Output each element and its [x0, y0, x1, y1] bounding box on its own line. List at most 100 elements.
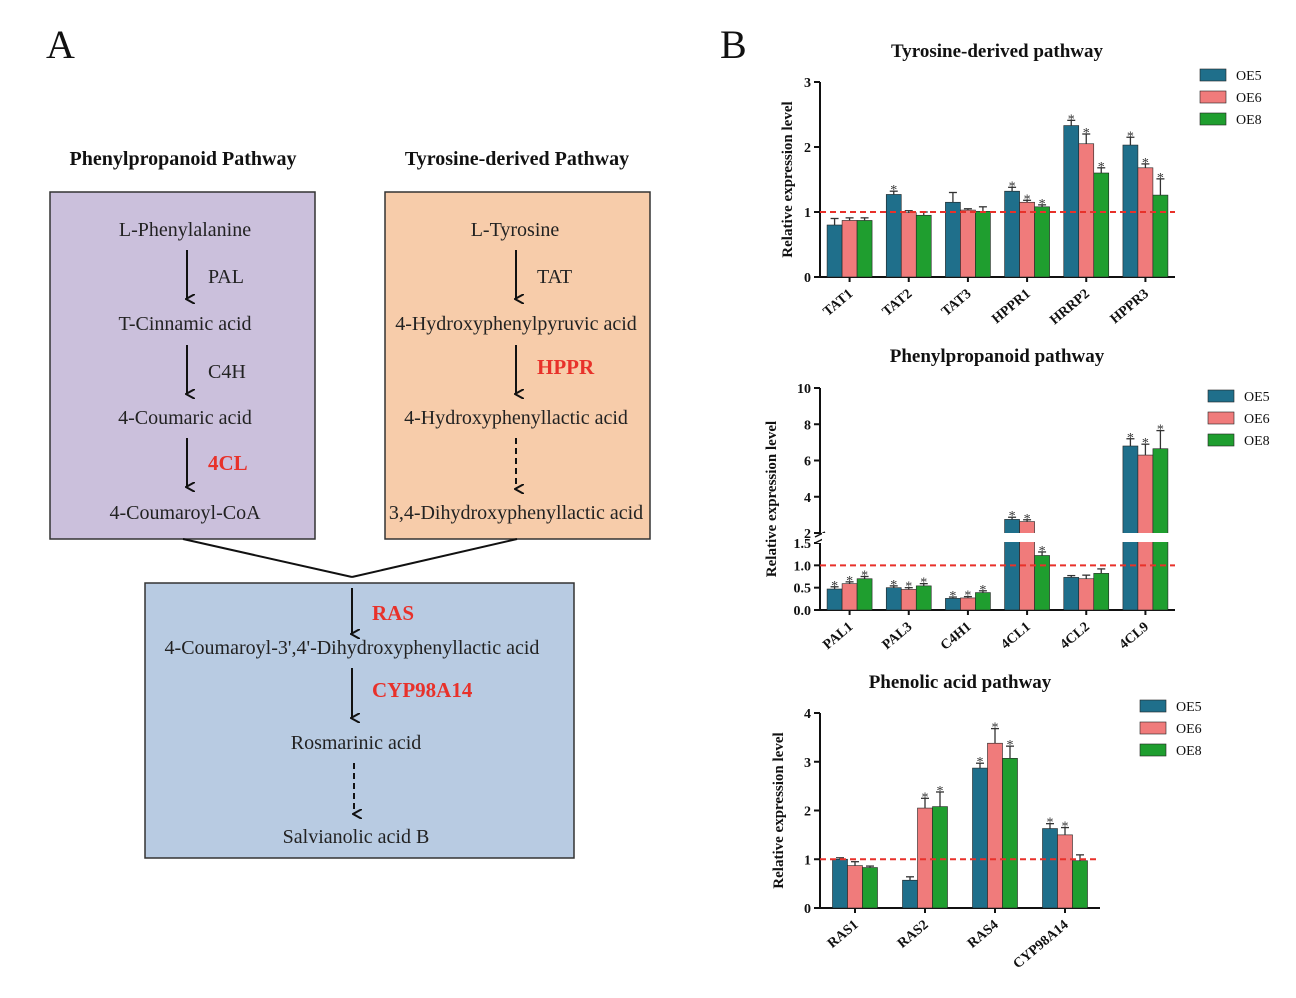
bar-oe5-pal1: [826, 588, 843, 611]
legend-label-oe5: OE5: [1176, 700, 1202, 715]
x-tick-label: PAL3: [880, 620, 916, 653]
significance-star: *: [1024, 192, 1031, 207]
bar-oe8-4cl9: [1152, 448, 1169, 611]
enzyme-pal: PAL: [208, 266, 244, 288]
bar-oe6-cyp98a14: [1057, 834, 1073, 909]
bar-oe8-pal3: [915, 585, 932, 611]
significance-star: *: [977, 755, 984, 770]
x-tick-label: HPPR1: [989, 287, 1033, 327]
chart-title: Tyrosine-derived pathway: [891, 41, 1103, 62]
x-tick-label: C4H1: [938, 620, 974, 654]
bar-oe6-4cl1: [1019, 521, 1035, 611]
x-tick-label: PAL1: [820, 620, 856, 653]
significance-star: *: [831, 579, 838, 594]
x-tick-label: RAS1: [825, 918, 861, 952]
significance-star: *: [890, 183, 897, 198]
legend-swatch-oe5: [1199, 68, 1227, 82]
significance-star: *: [1062, 820, 1069, 835]
bar-oe6-pal1: [841, 583, 858, 611]
x-tick-label: RAS2: [895, 918, 931, 952]
bar-oe8-c4h1: [975, 592, 991, 611]
y-tick-label: 0.0: [794, 604, 812, 619]
legend-label-oe8: OE8: [1176, 744, 1202, 759]
y-tick-label: 0: [804, 271, 811, 286]
significance-star: *: [992, 721, 999, 736]
bar-oe5-hppr3: [1122, 144, 1139, 278]
y-tick-label: 0.5: [794, 582, 812, 597]
bar-oe5-hrrp2: [1063, 125, 1080, 278]
x-tick-label: 4CL1: [998, 620, 1033, 653]
step-4-hydroxyphenyllactic-acid: 4-Hydroxyphenyllactic acid: [404, 407, 628, 429]
phenylpropanoid-title: Phenylpropanoid Pathway: [70, 148, 297, 170]
bar-oe5-tat2: [885, 194, 902, 278]
y-tick-label: 1: [804, 206, 811, 221]
bar-oe6-hrrp2: [1078, 143, 1095, 278]
x-tick-label: RAS4: [965, 918, 1001, 952]
bar-oe5-pal3: [885, 587, 902, 611]
significance-star: *: [979, 583, 986, 598]
legend-swatch-oe5: [1139, 699, 1167, 713]
x-tick-label: TAT1: [821, 287, 856, 320]
y-tick-label: 2: [804, 527, 811, 542]
bar-oe6-hppr1: [1019, 201, 1035, 278]
bar-oe8-ras2: [932, 806, 948, 909]
x-tick-label: CYP98A14: [1011, 918, 1072, 972]
significance-star: *: [1098, 160, 1105, 175]
significance-star: *: [922, 790, 929, 805]
y-tick-label: 1: [804, 853, 811, 868]
significance-star: *: [937, 784, 944, 799]
panel-a-label: A: [46, 22, 75, 67]
step-4-coumaroyl-dihydroxyphenyllactic-acid: 4-Coumaroyl-3',4'-Dihydroxyphenyllactic …: [165, 637, 540, 659]
phenylpropanoid-box: [49, 191, 316, 540]
chart-title: Phenolic acid pathway: [869, 672, 1052, 693]
y-axis-label: Relative expression level: [764, 421, 780, 577]
x-tick-label: HRRP2: [1047, 287, 1092, 328]
tyrosine-title: Tyrosine-derived Pathway: [405, 148, 629, 170]
legend-swatch-oe6: [1207, 411, 1235, 425]
step-4-coumaroyl-coa: 4-Coumaroyl-CoA: [109, 502, 261, 524]
enzyme-c4h: C4H: [208, 361, 246, 383]
y-tick-label: 0: [804, 902, 811, 917]
significance-star: *: [1083, 126, 1090, 141]
step-4-hydroxyphenylpyruvic-acid: 4-Hydroxyphenylpyruvic acid: [395, 313, 637, 335]
y-tick-label: 1.5: [794, 537, 812, 552]
connector-line-left: [182, 538, 353, 578]
significance-star: *: [861, 569, 868, 584]
chart-1: Tyrosine-derived pathway Relative express…: [780, 41, 1262, 328]
bar-oe5-4cl2: [1063, 577, 1080, 611]
legend-label-oe6: OE6: [1236, 91, 1262, 106]
step-t-cinnamic-acid: T-Cinnamic acid: [118, 313, 251, 335]
legend-label-oe8: OE8: [1244, 434, 1270, 449]
bar-oe6-tat1: [841, 220, 858, 278]
step-salvianolic-acid-b: Salvianolic acid B: [283, 826, 430, 848]
significance-star: *: [1142, 436, 1149, 451]
x-tick-label: TAT3: [939, 287, 974, 320]
bar-oe8-pal1: [856, 578, 873, 611]
enzyme-ras: RAS: [372, 601, 414, 625]
significance-star: *: [1047, 816, 1054, 831]
significance-star: *: [1009, 179, 1016, 194]
bar-oe8-ras1: [862, 867, 878, 909]
chart-2: Phenylpropanoid pathway Relative expressi…: [764, 346, 1270, 654]
bar-oe8-tat1: [856, 220, 873, 278]
legend-swatch-oe8: [1199, 112, 1227, 126]
y-tick-label: 3: [804, 756, 811, 771]
bar-oe6-ras1: [847, 865, 863, 909]
bar-oe8-tat3: [975, 211, 991, 278]
bar-oe8-ras4: [1002, 758, 1018, 909]
bar-oe6-ras4: [987, 742, 1003, 909]
legend-swatch-oe6: [1199, 90, 1227, 104]
y-tick-label: 2: [804, 141, 811, 156]
enzyme-cyp98a14: CYP98A14: [372, 678, 473, 702]
legend-swatch-oe8: [1139, 743, 1167, 757]
chart-title: Phenylpropanoid pathway: [890, 346, 1105, 367]
significance-star: *: [1127, 431, 1134, 446]
y-tick-label: 1.0: [794, 559, 812, 574]
bar-oe6-c4h1: [960, 597, 976, 611]
bar-oe5-hppr1: [1004, 190, 1020, 278]
axis-break-mark: [814, 531, 826, 538]
axis-break-band: [822, 533, 1177, 542]
bar-oe8-hppr1: [1034, 206, 1050, 278]
y-tick-label: 2: [804, 805, 811, 820]
legend-swatch-oe5: [1207, 389, 1235, 403]
